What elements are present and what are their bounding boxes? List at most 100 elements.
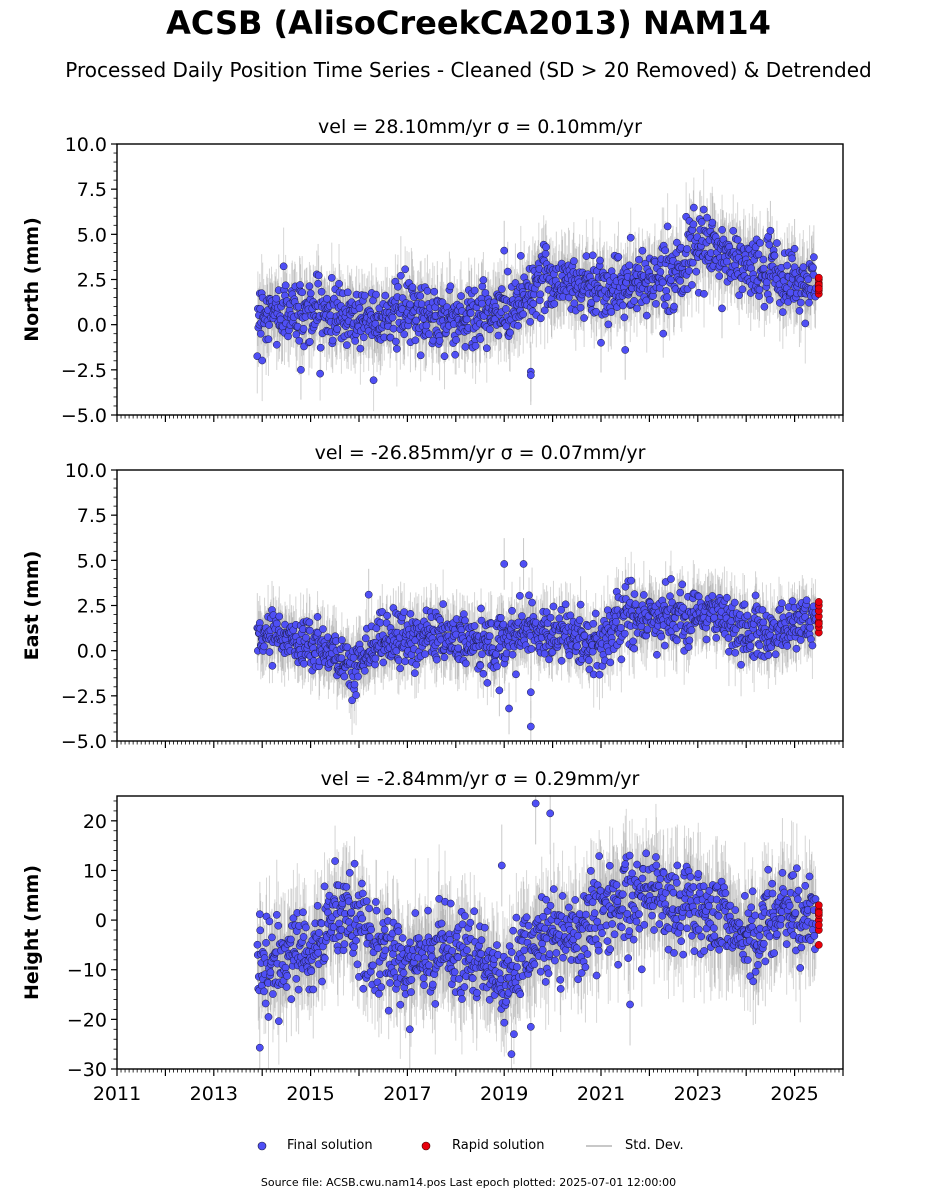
final-point — [300, 659, 308, 668]
final-point — [771, 650, 780, 659]
final-point — [591, 609, 600, 618]
rapid-point — [814, 284, 823, 293]
final-point — [327, 273, 336, 282]
y-tick-label: 7.5 — [77, 179, 107, 201]
final-point — [689, 220, 698, 229]
final-point — [452, 336, 460, 344]
final-point — [783, 261, 792, 270]
final-point — [296, 281, 304, 289]
final-point — [783, 642, 792, 650]
final-point — [542, 243, 550, 251]
final-point — [476, 661, 485, 670]
final-point — [394, 282, 402, 291]
final-point — [417, 300, 426, 308]
final-point — [540, 306, 549, 315]
final-point — [678, 580, 687, 589]
final-point — [281, 281, 290, 290]
final-point — [272, 619, 281, 628]
final-point — [406, 300, 414, 309]
final-point — [326, 311, 335, 320]
final-point — [570, 299, 579, 308]
final-point — [351, 337, 360, 345]
final-point — [400, 608, 409, 616]
final-point — [759, 618, 768, 627]
x-ticks — [116, 415, 844, 422]
final-point — [703, 213, 711, 222]
final-point-outlier — [519, 560, 528, 568]
final-point — [528, 598, 536, 607]
final-point — [461, 343, 470, 351]
final-point — [516, 591, 524, 600]
final-point — [518, 612, 526, 620]
final-point — [627, 576, 636, 585]
final-point — [685, 636, 694, 645]
panel-1: vel = 28.10mm/yr σ = 0.10mm/yr North (mm)… — [21, 116, 844, 427]
final-point — [462, 659, 470, 668]
final-point — [360, 291, 369, 300]
panel-title: vel = -26.85mm/yr σ = 0.07mm/yr — [315, 442, 646, 464]
final-point — [810, 253, 818, 261]
final-point — [292, 330, 301, 339]
final-point — [778, 599, 786, 608]
final-point — [606, 658, 615, 667]
final-point — [438, 298, 447, 307]
final-point — [272, 294, 281, 303]
final-point — [541, 249, 550, 258]
final-point-outlier — [500, 246, 509, 255]
final-point — [536, 314, 545, 323]
final-point — [708, 592, 717, 600]
final-point — [694, 592, 703, 601]
final-point — [565, 293, 573, 302]
final-point — [430, 287, 439, 296]
final-point — [316, 369, 324, 378]
final-point — [760, 302, 769, 311]
final-point — [338, 636, 346, 644]
final-point — [388, 313, 397, 322]
final-point — [425, 330, 433, 339]
final-point — [298, 288, 307, 297]
final-point — [702, 635, 711, 644]
final-point — [299, 324, 308, 333]
final-point — [751, 591, 760, 600]
final-point — [587, 298, 596, 307]
final-point — [700, 290, 708, 298]
final-point — [808, 641, 817, 650]
final-point — [792, 644, 801, 653]
final-point — [555, 614, 564, 623]
final-point — [435, 336, 444, 345]
final-point — [485, 325, 494, 334]
final-point — [667, 575, 675, 583]
y-tick-label: 10.0 — [65, 134, 107, 156]
final-point — [663, 293, 671, 302]
final-point — [692, 267, 701, 276]
y-axis-label: North (mm) — [21, 217, 43, 342]
final-point — [305, 337, 314, 346]
final-point-outlier — [718, 304, 726, 313]
final-point — [676, 277, 685, 285]
final-point — [470, 286, 479, 295]
series-rapid — [814, 273, 823, 298]
final-point — [479, 669, 488, 678]
final-point — [712, 634, 721, 642]
final-point — [673, 238, 681, 247]
final-point — [633, 304, 641, 313]
final-point — [264, 335, 273, 344]
final-point — [620, 313, 629, 322]
y-tick-label: 10.0 — [65, 460, 107, 482]
final-point — [656, 268, 665, 276]
final-point-outlier — [766, 226, 775, 235]
final-point — [389, 324, 398, 333]
final-point — [529, 299, 538, 308]
final-point — [343, 341, 351, 349]
final-point — [612, 617, 620, 626]
final-point — [352, 691, 360, 699]
final-point — [272, 340, 281, 349]
final-point — [497, 285, 506, 293]
final-point — [699, 205, 708, 214]
final-point — [673, 636, 681, 645]
final-point — [527, 645, 536, 653]
final-point — [788, 597, 797, 605]
final-point — [408, 283, 417, 292]
final-point — [595, 670, 604, 679]
